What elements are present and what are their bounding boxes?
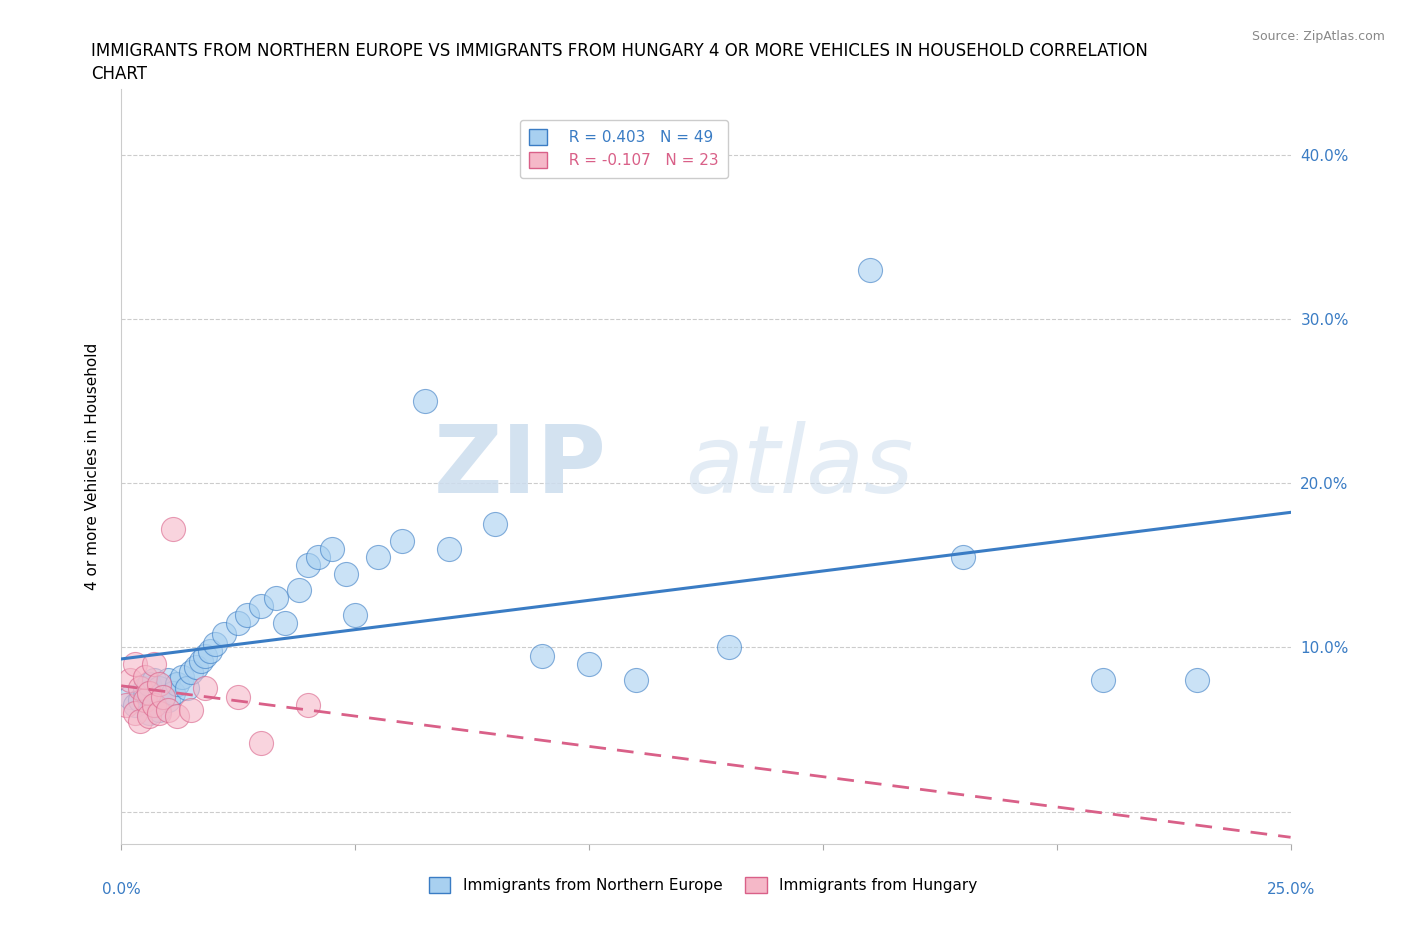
Point [156,693,179,708]
Point [134,670,156,684]
Legend: Immigrants from Northern Europe, Immigrants from Hungary: Immigrants from Northern Europe, Immigra… [423,870,983,899]
Point [124,698,146,712]
Point [180,702,202,717]
Point [226,616,249,631]
Point [142,672,165,687]
Point [718,640,741,655]
Point [128,714,150,729]
Point [142,657,165,671]
Point [264,591,287,605]
Text: 25.0%: 25.0% [1267,882,1315,897]
Point [134,686,156,701]
Point [274,616,297,631]
Point [531,648,554,663]
Point [138,676,160,691]
Point [156,672,179,687]
Point [152,689,174,704]
Text: ZIP: ZIP [433,421,606,512]
Point [120,672,142,687]
Point [120,689,142,704]
Point [166,676,188,691]
Point [194,648,217,663]
Point [180,665,202,680]
Point [148,702,170,717]
Point [204,637,226,652]
Point [166,709,188,724]
Text: atlas: atlas [685,421,914,512]
Point [148,676,170,691]
Y-axis label: 4 or more Vehicles in Household: 4 or more Vehicles in Household [86,343,100,591]
Point [413,393,436,408]
Point [124,706,146,721]
Point [142,698,165,712]
Point [162,522,184,537]
Point [952,550,974,565]
Point [176,681,198,696]
Point [226,689,249,704]
Point [148,681,170,696]
Point [344,607,367,622]
Point [484,517,506,532]
Point [297,698,319,712]
Point [184,659,207,674]
Point [142,698,165,712]
Point [250,735,273,750]
Text: 0.0%: 0.0% [101,882,141,897]
Point [128,693,150,708]
Text: IMMIGRANTS FROM NORTHERN EUROPE VS IMMIGRANTS FROM HUNGARY 4 OR MORE VEHICLES IN: IMMIGRANTS FROM NORTHERN EUROPE VS IMMIG… [91,42,1149,84]
Point [321,541,343,556]
Point [198,644,221,658]
Point [858,262,880,277]
Point [138,706,160,721]
Point [250,599,273,614]
Point [128,681,150,696]
Legend:   R = 0.403   N = 49,   R = -0.107   N = 23: R = 0.403 N = 49, R = -0.107 N = 23 [520,120,728,178]
Point [297,558,319,573]
Point [288,582,311,597]
Point [1185,672,1208,687]
Point [367,550,389,565]
Point [335,566,357,581]
Point [156,702,179,717]
Point [152,689,174,704]
Point [624,672,647,687]
Point [134,693,156,708]
Point [307,550,329,565]
Point [1092,672,1115,687]
Point [437,541,460,556]
Point [138,686,160,701]
Point [391,533,413,548]
Point [162,686,184,701]
Point [194,681,217,696]
Point [138,709,160,724]
Point [212,627,235,642]
Point [124,657,146,671]
Point [190,653,212,668]
Point [578,657,600,671]
Text: Source: ZipAtlas.com: Source: ZipAtlas.com [1251,30,1385,43]
Point [134,681,156,696]
Point [114,698,136,712]
Point [236,607,259,622]
Point [170,670,193,684]
Point [148,706,170,721]
